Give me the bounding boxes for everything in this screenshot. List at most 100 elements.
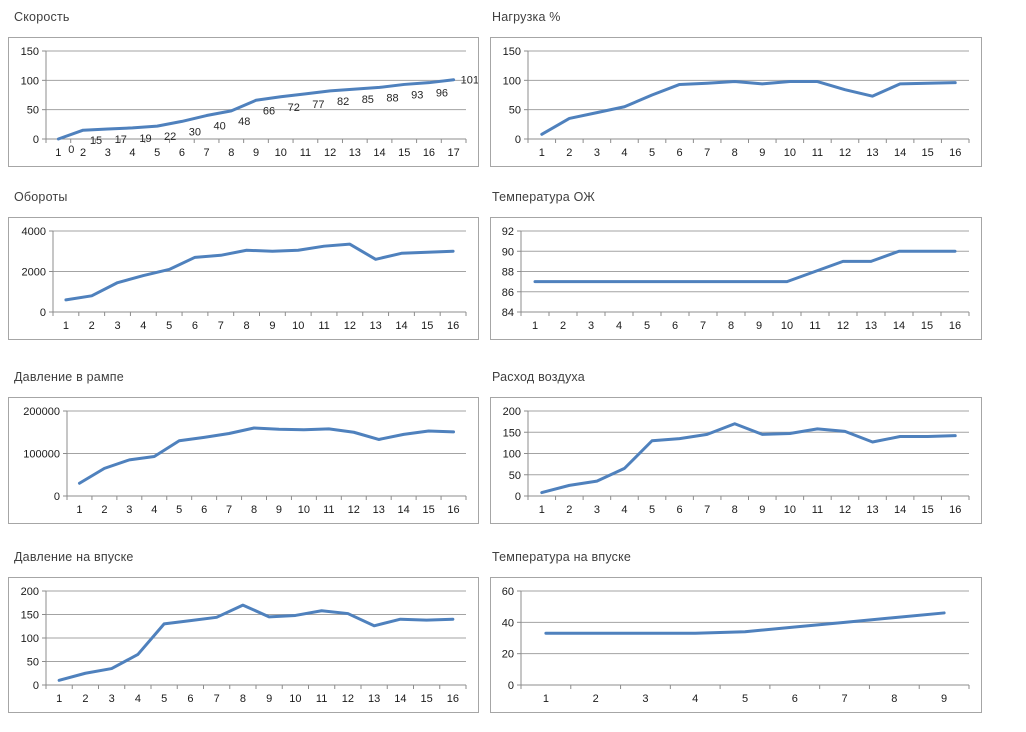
svg-text:11: 11 bbox=[812, 147, 823, 159]
svg-text:60: 60 bbox=[502, 586, 514, 598]
svg-text:3: 3 bbox=[588, 320, 594, 332]
svg-text:1: 1 bbox=[539, 147, 545, 159]
svg-text:14: 14 bbox=[398, 504, 410, 516]
svg-text:9: 9 bbox=[759, 504, 765, 516]
svg-text:90: 90 bbox=[502, 246, 514, 258]
svg-text:9: 9 bbox=[253, 147, 259, 159]
svg-text:50: 50 bbox=[509, 470, 521, 482]
svg-text:8: 8 bbox=[240, 693, 246, 705]
svg-text:4: 4 bbox=[616, 320, 622, 332]
svg-text:16: 16 bbox=[447, 320, 459, 332]
svg-text:12: 12 bbox=[324, 147, 336, 159]
svg-text:150: 150 bbox=[503, 427, 521, 439]
svg-text:8: 8 bbox=[728, 320, 734, 332]
svg-text:40: 40 bbox=[213, 121, 225, 133]
svg-text:16: 16 bbox=[949, 147, 961, 159]
chart-plot-speed: 0 50 100 150 1 2 3 4 5 6 7 8 9 10 11 12 13 14 15 16 17 0 15 17 1… bbox=[8, 37, 479, 167]
svg-text:7: 7 bbox=[204, 147, 210, 159]
svg-text:6: 6 bbox=[192, 320, 198, 332]
svg-text:4: 4 bbox=[692, 693, 698, 705]
chart-title-rail-pressure: Давление в рампе bbox=[14, 370, 124, 384]
svg-text:2: 2 bbox=[82, 693, 88, 705]
svg-text:5: 5 bbox=[154, 147, 160, 159]
svg-text:7: 7 bbox=[700, 320, 706, 332]
svg-text:10: 10 bbox=[289, 693, 301, 705]
svg-text:5: 5 bbox=[649, 504, 655, 516]
svg-text:0: 0 bbox=[515, 491, 521, 503]
svg-text:0: 0 bbox=[68, 144, 74, 156]
chart-title-air-flow: Расход воздуха bbox=[492, 370, 585, 384]
chart-title-rpm: Обороты bbox=[14, 190, 68, 204]
svg-text:0: 0 bbox=[33, 680, 39, 692]
svg-text:5: 5 bbox=[742, 693, 748, 705]
svg-text:9: 9 bbox=[941, 693, 947, 705]
svg-text:14: 14 bbox=[373, 147, 385, 159]
svg-text:13: 13 bbox=[373, 504, 385, 516]
svg-text:3: 3 bbox=[126, 504, 132, 516]
svg-text:4: 4 bbox=[129, 147, 135, 159]
chart-plot-rail-pressure: 0 100000 200000 1 2 3 4 5 6 7 8 9 10 11 12 13 14 15 16 bbox=[8, 397, 479, 524]
svg-text:10: 10 bbox=[275, 147, 287, 159]
svg-text:17: 17 bbox=[448, 147, 460, 159]
line-chart-intake-temp: 0 20 40 60 1 2 3 4 5 6 7 8 9 bbox=[502, 586, 970, 705]
svg-text:10: 10 bbox=[292, 320, 304, 332]
svg-text:16: 16 bbox=[949, 320, 961, 332]
chart-title-intake-pressure: Давление на впуске bbox=[14, 550, 134, 564]
svg-text:7: 7 bbox=[704, 504, 710, 516]
svg-text:2: 2 bbox=[566, 147, 572, 159]
svg-text:7: 7 bbox=[841, 693, 847, 705]
svg-text:2: 2 bbox=[80, 147, 86, 159]
svg-text:150: 150 bbox=[21, 610, 39, 622]
svg-text:16: 16 bbox=[949, 504, 961, 516]
svg-text:150: 150 bbox=[503, 46, 521, 58]
svg-text:6: 6 bbox=[792, 693, 798, 705]
svg-text:84: 84 bbox=[502, 307, 514, 319]
svg-text:13: 13 bbox=[865, 320, 877, 332]
svg-text:8: 8 bbox=[732, 147, 738, 159]
svg-text:7: 7 bbox=[704, 147, 710, 159]
svg-text:11: 11 bbox=[323, 504, 334, 516]
svg-text:6: 6 bbox=[677, 147, 683, 159]
svg-text:15: 15 bbox=[422, 504, 434, 516]
svg-text:11: 11 bbox=[300, 147, 311, 159]
svg-text:1: 1 bbox=[543, 693, 549, 705]
svg-text:14: 14 bbox=[395, 320, 407, 332]
svg-text:5: 5 bbox=[644, 320, 650, 332]
svg-text:100: 100 bbox=[503, 449, 521, 461]
svg-text:66: 66 bbox=[263, 105, 275, 117]
svg-text:6: 6 bbox=[672, 320, 678, 332]
svg-text:8: 8 bbox=[251, 504, 257, 516]
svg-text:4: 4 bbox=[621, 147, 627, 159]
svg-text:15: 15 bbox=[922, 504, 934, 516]
svg-text:4: 4 bbox=[135, 693, 141, 705]
svg-text:7: 7 bbox=[214, 693, 220, 705]
svg-text:13: 13 bbox=[349, 147, 361, 159]
svg-text:17: 17 bbox=[115, 134, 127, 146]
svg-text:3: 3 bbox=[114, 320, 120, 332]
svg-text:150: 150 bbox=[21, 46, 39, 58]
svg-text:1: 1 bbox=[55, 147, 61, 159]
svg-text:8: 8 bbox=[891, 693, 897, 705]
svg-text:11: 11 bbox=[316, 693, 327, 705]
chart-panel-rail-pressure: Давление в рампе 0 100000 200000 1 2 3 4 5 6 7 8 9 1… bbox=[0, 360, 484, 540]
svg-text:22: 22 bbox=[164, 131, 176, 143]
svg-text:15: 15 bbox=[421, 320, 433, 332]
svg-text:0: 0 bbox=[54, 491, 60, 503]
svg-text:2000: 2000 bbox=[22, 267, 46, 279]
svg-text:19: 19 bbox=[139, 133, 151, 145]
svg-text:0: 0 bbox=[515, 134, 521, 146]
svg-text:12: 12 bbox=[342, 693, 354, 705]
svg-text:15: 15 bbox=[921, 320, 933, 332]
chart-panel-coolant-temp: Температура ОЖ 84 86 88 90 92 1 2 3 4 5 6 7 8 9 10 11 12… bbox=[484, 180, 1026, 360]
svg-text:9: 9 bbox=[756, 320, 762, 332]
chart-plot-rpm: 0 2000 4000 1 2 3 4 5 6 7 8 9 10 11 12 13 14 15 16 bbox=[8, 217, 479, 340]
svg-text:13: 13 bbox=[866, 504, 878, 516]
chart-panel-rpm: Обороты 0 2000 4000 1 2 3 4 5 6 7 8 9 10 11 12 13 14 15 16 bbox=[0, 180, 484, 360]
chart-plot-coolant-temp: 84 86 88 90 92 1 2 3 4 5 6 7 8 9 10 11 12 13 14 15 16 bbox=[490, 217, 982, 340]
svg-text:4: 4 bbox=[621, 504, 627, 516]
svg-text:8: 8 bbox=[732, 504, 738, 516]
svg-text:15: 15 bbox=[421, 693, 433, 705]
svg-text:13: 13 bbox=[370, 320, 382, 332]
svg-text:40: 40 bbox=[502, 617, 514, 629]
